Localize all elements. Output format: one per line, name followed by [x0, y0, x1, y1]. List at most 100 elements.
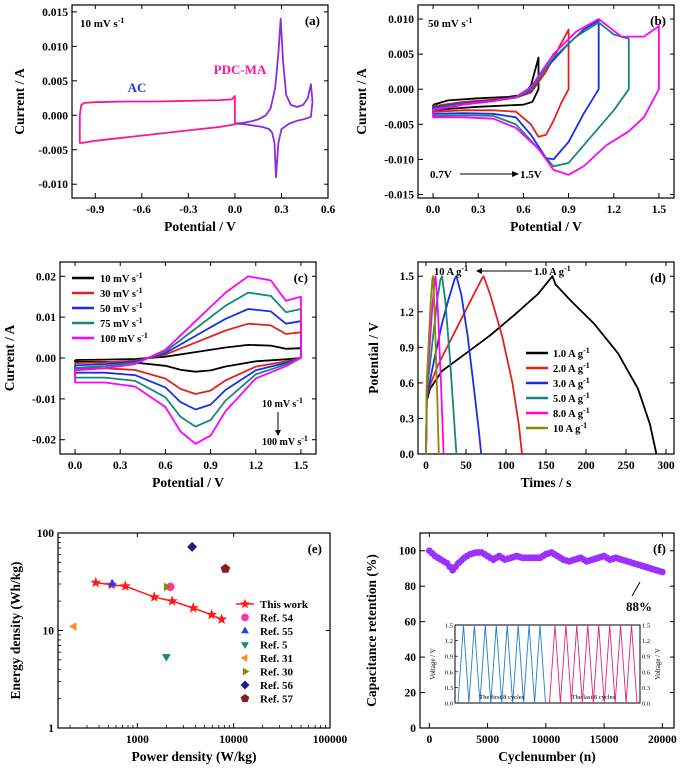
inset-y-tick-right: 0.3: [642, 685, 650, 692]
x-axis-label: Power density (W/kg): [132, 749, 257, 764]
plot-frame: [419, 532, 675, 729]
x-axis-label: Potential / V: [152, 475, 224, 490]
legend-label: 50 mV s-1: [100, 301, 143, 315]
gcd-curve-5: [425, 275, 440, 455]
cv-window-curve-2: [432, 19, 600, 161]
retention-point: [591, 555, 599, 563]
y-axis-label: Energy density (Wh/kg): [8, 561, 23, 699]
data-point: [69, 622, 77, 631]
legend-label: 10 A g-1: [553, 421, 587, 435]
retention-point: [504, 555, 512, 563]
y-tick-label: 60: [405, 617, 417, 629]
gcd-curve-2: [425, 275, 483, 455]
legend-marker: [240, 598, 250, 609]
rate-arrow-head: [275, 430, 281, 436]
legend-label: 8.0 A g-1: [553, 406, 590, 420]
panel-letter: (d): [650, 270, 666, 285]
y-tick-label: 0.005: [42, 76, 68, 88]
y-tick-label: 0.000: [388, 84, 414, 96]
legend-label: 30 mV s-1: [100, 286, 143, 300]
y-tick-label: 0.000: [42, 110, 68, 122]
inset-y-tick-left: 1.5: [445, 623, 453, 630]
y-tick-label: 10: [43, 626, 55, 638]
x-tick-label: 0.6: [321, 204, 336, 216]
legend-label: This work: [260, 599, 309, 611]
y-tick-label: -0.005: [38, 145, 68, 157]
retention-point: [481, 550, 489, 558]
retention-point: [463, 552, 471, 560]
retention-point: [545, 549, 553, 557]
legend-label: Ref. 55: [260, 626, 293, 638]
x-tick-label: 0.0: [228, 204, 243, 216]
x-tick-label: 1.2: [607, 204, 622, 216]
x-tick-label: 10000: [219, 734, 248, 746]
retention-point: [510, 553, 518, 561]
x-tick-label: 50: [460, 460, 472, 472]
retention-point: [568, 557, 576, 564]
x-tick-label: -0.6: [133, 204, 151, 216]
y-tick-label: 0.6: [400, 378, 415, 390]
y-tick-label: -0.015: [384, 189, 414, 201]
scan-rate-label: 10 mV s-1: [80, 16, 124, 30]
panel-b: 0.0 0.3 0.6 0.9 1.2 1.5 -0.015 -0.010 -0.005 0.00…: [354, 4, 675, 234]
retention-point: [539, 552, 547, 560]
retention-point: [440, 557, 448, 565]
legend-label: Ref. 31: [260, 653, 293, 665]
panel-letter: (b): [650, 13, 666, 28]
x-tick-label: 1000: [126, 734, 149, 746]
legend-label: Ref. 54: [260, 613, 293, 625]
cv-curve-ac: [78, 95, 236, 144]
retention-point: [621, 557, 628, 564]
data-point: [119, 580, 131, 591]
x-tick-label: 100000: [313, 734, 348, 746]
retention-pointer: [631, 581, 641, 597]
window-end-label: 1.5V: [520, 169, 542, 181]
x-tick-label: -0.3: [179, 204, 197, 216]
inset-y-tick-right: 1.2: [642, 638, 650, 645]
retention-point: [516, 553, 524, 561]
retention-point: [498, 554, 506, 562]
y-tick-label: 0.02: [36, 271, 56, 283]
retention-point: [580, 556, 588, 563]
rate-low-label: 10 mV s-1: [262, 396, 303, 410]
inset-group-label: The last 8 cycles: [572, 694, 616, 701]
x-axis-label: Times / s: [521, 475, 572, 490]
data-point: [166, 595, 178, 606]
y-tick-label: 0.015: [42, 7, 68, 19]
y-tick-label: -0.02: [32, 435, 56, 447]
retention-point: [533, 554, 541, 562]
x-axis-label: Potential / V: [510, 219, 582, 234]
y-tick-label: 40: [405, 652, 417, 664]
y-tick-label: 0.9: [400, 342, 415, 354]
retention-point: [574, 555, 582, 563]
y-tick-label: 0.01: [36, 312, 56, 324]
x-tick-label: 0.3: [274, 204, 289, 216]
inset-gcd-cycles: [457, 624, 546, 704]
inset-y-tick-left: 0.0: [445, 701, 453, 708]
window-start-label: 0.7V: [430, 169, 452, 181]
gcd-curve-1: [425, 275, 523, 455]
y-tick-label: 20: [405, 688, 417, 700]
x-tick-label: 1.2: [249, 460, 264, 472]
y-axis-label: Capacitance retention (%): [364, 554, 379, 707]
retention-point: [656, 567, 663, 575]
x-axis-label: Cyclenumber (n): [498, 749, 596, 764]
legend-label: Ref. 30: [260, 667, 293, 679]
y-tick-label: -0.01: [32, 394, 56, 406]
inset-y-tick-left: 0.6: [445, 669, 454, 676]
data-point: [148, 591, 160, 602]
inset-y-tick-right: 0.9: [642, 654, 650, 661]
retention-point: [603, 554, 611, 562]
data-point: [162, 654, 171, 662]
retention-point: [644, 564, 652, 571]
inset-y-tick-left: 0.9: [445, 654, 453, 661]
legend-marker: [240, 694, 250, 703]
cv-window-curve-4: [432, 18, 660, 176]
y-tick-label: 0.3: [400, 413, 415, 425]
data-point: [187, 602, 199, 613]
x-tick-label: 1.5: [294, 460, 309, 472]
x-tick-label: 15000: [590, 734, 619, 746]
retention-point: [632, 560, 640, 568]
y-tick-label: 0: [410, 723, 416, 735]
